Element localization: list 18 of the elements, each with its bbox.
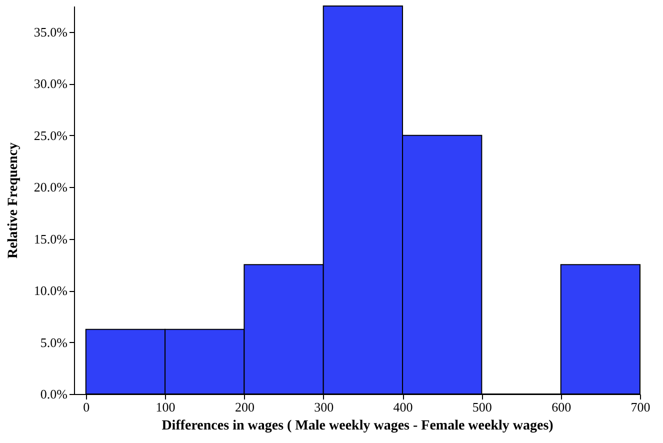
x-axis-title: Differences in wages ( Male weekly wages - Female weekly wages) (162, 418, 554, 434)
x-tick-label: 600 (552, 400, 572, 414)
y-tick-label: 20.0% (34, 180, 68, 195)
y-tick-label: 5.0% (40, 334, 68, 350)
x-tick-label: 200 (234, 400, 254, 414)
x-tick-label: 700 (630, 400, 650, 414)
y-tick-label: 10.0% (34, 283, 68, 298)
y-tick-label: 25.0% (34, 128, 68, 143)
x-tick-label: 0 (83, 400, 90, 414)
x-tick-label: 300 (314, 400, 334, 414)
x-tick-label: 400 (393, 400, 413, 414)
y-tick-label: 30.0% (34, 76, 68, 92)
x-tick-label: 500 (472, 400, 492, 414)
y-tick-label: 0.0% (40, 386, 68, 402)
y-tick-label: 35.0% (34, 24, 68, 40)
y-axis-title: Relative Frequency (6, 142, 21, 258)
x-tick-label: 100 (156, 400, 176, 414)
y-tick-label: 15.0% (34, 231, 68, 246)
